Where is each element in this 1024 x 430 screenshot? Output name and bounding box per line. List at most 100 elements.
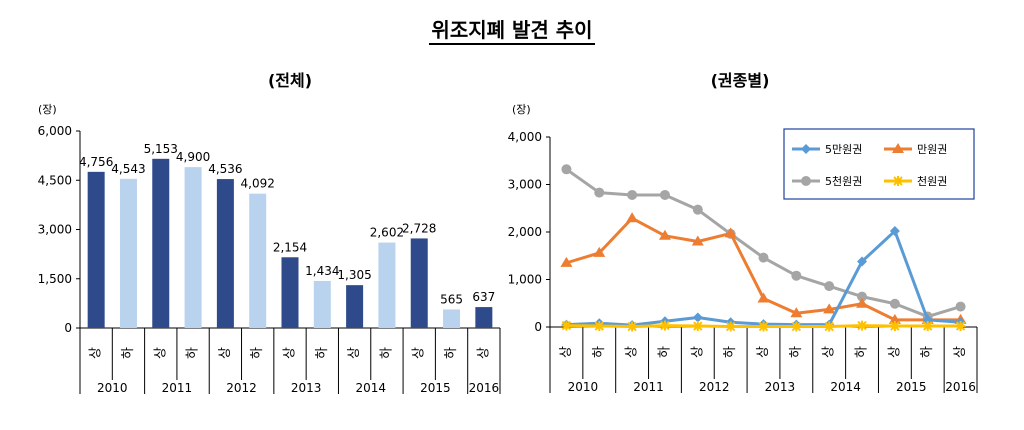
series-5천원권 — [561, 164, 966, 322]
bar-value-label: 2,154 — [273, 240, 307, 254]
right-y-tick-label: 3,000 — [508, 178, 542, 192]
right-year-label: 2014 — [830, 380, 861, 394]
series-point — [626, 212, 639, 223]
left-year-label: 2016 — [469, 381, 500, 395]
series-line — [566, 229, 961, 327]
left-category-label: 상 — [412, 347, 427, 359]
legend-item: 5천원권 — [792, 174, 862, 188]
left-category-label: 상 — [476, 347, 491, 359]
right-category-label: 상 — [953, 346, 968, 358]
bar-value-label: 4,756 — [79, 155, 113, 169]
right-y-tick-label: 2,000 — [508, 225, 542, 239]
right-category-label: 하 — [855, 346, 870, 358]
legend-box — [783, 128, 975, 200]
left-category-label: 하 — [121, 347, 136, 359]
left-year-label: 2013 — [291, 381, 322, 395]
series-point — [758, 252, 769, 263]
bar-value-label: 4,900 — [176, 150, 210, 164]
left-y-tick-label: 3,000 — [38, 223, 72, 237]
right-y-tick-label: 1,000 — [508, 273, 542, 287]
right-category-label: 상 — [690, 346, 705, 358]
series-point — [758, 321, 769, 332]
right-y-tick-label: 0 — [534, 320, 542, 334]
series-point — [724, 227, 737, 238]
series-point — [692, 204, 703, 215]
right-chart-title: (권종별) — [711, 71, 770, 90]
series-천원권 — [561, 320, 966, 332]
left-y-tick-label: 4,500 — [38, 173, 72, 187]
right-year-label: 2012 — [699, 380, 730, 394]
bar-10 — [410, 238, 428, 328]
series-point — [593, 246, 606, 257]
left-year-label: 2014 — [355, 381, 386, 395]
series-point — [560, 256, 573, 267]
bar-7 — [313, 280, 331, 328]
bar-value-label: 2,602 — [370, 226, 404, 240]
series-point — [691, 235, 704, 246]
series-point — [857, 320, 868, 331]
series-point — [888, 313, 901, 324]
right-category-label: 상 — [625, 346, 640, 358]
right-category-label: 하 — [723, 346, 738, 358]
left-y-tick-label: 0 — [64, 321, 72, 335]
right-category-label: 상 — [559, 346, 574, 358]
right-category-label: 하 — [920, 346, 935, 358]
bar-11 — [443, 309, 461, 328]
series-point — [824, 321, 835, 332]
bar-value-label: 4,543 — [111, 162, 145, 176]
series-point — [955, 301, 966, 312]
series-point — [658, 229, 671, 240]
series-point — [922, 321, 933, 332]
series-point — [757, 292, 770, 303]
series-point — [561, 320, 572, 331]
right-category-label: 상 — [756, 346, 771, 358]
legend-label: 만원권 — [917, 143, 947, 156]
bar-5 — [249, 193, 267, 328]
series-point — [889, 226, 900, 237]
left-category-label: 상 — [283, 347, 298, 359]
bar-value-label: 565 — [440, 292, 463, 306]
total-bar-chart: (전체) (장) 0 1,500 3,000 4,500 6,000 상 하 상 하 상 하 상 하 상 하 상 하… — [38, 71, 501, 395]
series-point — [791, 270, 802, 281]
left-year-label: 2012 — [226, 381, 257, 395]
series-point — [857, 256, 868, 267]
series-point — [823, 303, 836, 314]
series-point — [692, 321, 703, 332]
right-year-label: 2010 — [568, 380, 599, 394]
legend-swatch-marker — [892, 143, 904, 153]
right-year-label: 2011 — [633, 380, 664, 394]
bar-value-label: 637 — [472, 290, 495, 304]
series-5만원권 — [561, 226, 966, 331]
left-category-label: 하 — [250, 347, 265, 359]
bar-1 — [119, 178, 137, 328]
series-point — [561, 164, 572, 175]
series-point — [627, 321, 638, 332]
legend-item: 5만원권 — [792, 143, 862, 156]
right-category-label: 상 — [887, 346, 902, 358]
series-point — [659, 320, 670, 331]
bar-value-label: 4,092 — [241, 177, 275, 191]
legend-label: 천원권 — [917, 174, 947, 188]
series-line — [565, 216, 961, 322]
main-title-text: 위조지폐 발견 추이 — [429, 18, 595, 45]
right-y-tick-label: 4,000 — [508, 130, 542, 144]
legend-label: 5천원권 — [825, 174, 862, 188]
legend-swatch-marker — [801, 176, 811, 186]
right-unit-label: (장) — [512, 103, 531, 116]
legend-label: 5만원권 — [825, 143, 862, 156]
right-year-label: 2016 — [945, 380, 976, 394]
main-title: 위조지폐 발견 추이 — [0, 14, 1024, 45]
left-year-label: 2010 — [97, 381, 128, 395]
series-point — [692, 312, 703, 323]
left-y-tick-label: 6,000 — [38, 124, 72, 138]
series-point — [856, 297, 869, 308]
bar-4 — [216, 179, 234, 328]
left-category-label: 상 — [89, 347, 104, 359]
left-category-label: 하 — [379, 347, 394, 359]
left-category-label: 하 — [186, 347, 201, 359]
bar-value-label: 1,434 — [305, 264, 339, 278]
bar-value-label: 2,728 — [402, 221, 436, 235]
series-point — [857, 291, 868, 302]
left-year-label: 2011 — [162, 381, 193, 395]
